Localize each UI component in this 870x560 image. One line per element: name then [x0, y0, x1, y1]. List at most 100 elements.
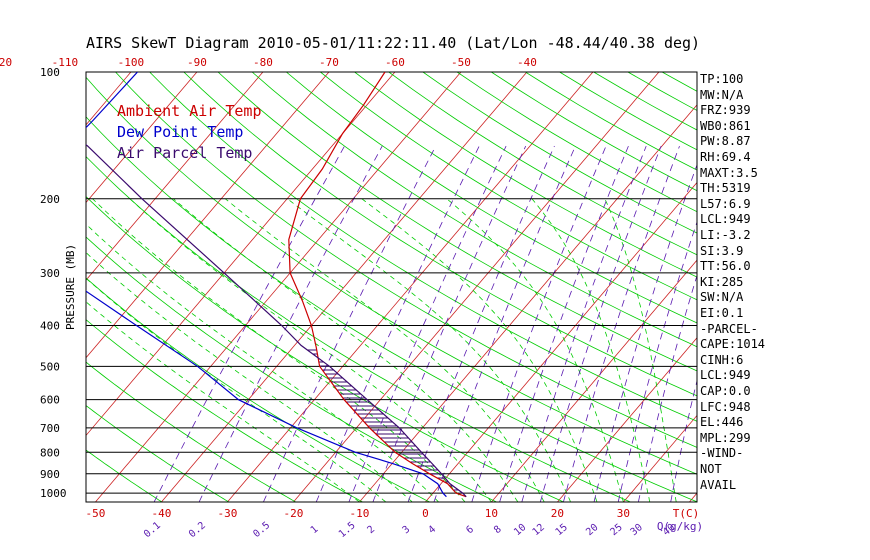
dry-adiabat-line [320, 72, 697, 301]
isotherm-line [557, 337, 697, 502]
dry-adiabat-line [388, 72, 697, 256]
legend: Ambient Air Temp Dew Point Temp Air Parc… [117, 101, 262, 164]
dry-adiabat-line [251, 72, 697, 348]
ambient-temp-line [288, 72, 467, 498]
stat-item: EL:446 [700, 415, 744, 430]
mixing-ratio-tick-label: 15 [554, 522, 570, 538]
isotherm-line [623, 414, 697, 502]
mixing-ratio-tick-label: 30 [629, 522, 645, 538]
mixing-ratio-tick-label: 25 [608, 522, 624, 538]
profile-lines [86, 72, 467, 498]
isotherm-line [227, 72, 594, 502]
pressure-tick-label: 400 [40, 320, 60, 333]
pressure-tick-label: 100 [40, 66, 60, 79]
stat-item: CAP:0.0 [700, 384, 751, 398]
top-temp-tick-label: -40 [517, 56, 537, 69]
pressure-tick-label: 800 [40, 446, 60, 459]
stat-item: EI:0.1 [700, 306, 744, 320]
moist-adiabat-line [86, 277, 387, 502]
stat-item: PW:8.87 [700, 134, 751, 149]
dry-adiabat-line [422, 72, 697, 234]
isotherm-line [86, 72, 396, 437]
bottom-temp-tick-label: -40 [151, 507, 171, 520]
mixing-ratio-line [563, 145, 680, 502]
stat-item: -WIND- [700, 446, 744, 461]
bottom-temp-tick-label: -10 [349, 507, 369, 520]
dry-adiabat-line [765, 72, 870, 504]
dry-adiabat-line [217, 72, 697, 372]
mixing-ratio-line [521, 145, 647, 502]
isotherm-line [86, 72, 198, 204]
isotherm-line [425, 181, 697, 502]
mixing-ratio-tick-label: 10 [512, 522, 528, 538]
isotherm-line [821, 72, 870, 502]
top-temp-tick-label: -80 [253, 56, 273, 69]
dry-adiabat-line [491, 72, 697, 192]
bottom-temp-tick-label: 0 [422, 507, 429, 520]
stat-item: AVAIL [700, 477, 737, 492]
moist-adiabat-line [446, 198, 624, 502]
stat-item: SI:3.9 [700, 243, 744, 258]
legend-dewpoint: Dew Point Temp [117, 123, 244, 141]
pressure-tick-label: 700 [40, 422, 60, 435]
moist-adiabat-line [86, 252, 413, 502]
axis-labels: 1002003004005006007008009001000-120-110-… [0, 56, 703, 540]
dry-adiabat-line [354, 72, 697, 278]
dry-adiabat-line [149, 72, 697, 422]
mixing-ratio-tick-label: 12 [531, 522, 547, 538]
dry-adiabat-line [115, 72, 697, 448]
pressure-tick-label: 200 [40, 193, 60, 206]
stat-item: LCL:949 [700, 212, 751, 227]
top-temp-tick-label: -90 [187, 56, 207, 69]
dry-adiabat-line [183, 72, 697, 397]
top-temp-tick-label: -120 [0, 56, 12, 69]
stat-item: LFC:948 [700, 399, 751, 414]
isotherm-line [86, 72, 330, 359]
chart-title: AIRS SkewT Diagram 2010-05-01/11:22:11.4… [86, 34, 701, 52]
isotherm-line [0, 72, 65, 502]
mixing-ratio-tick-label: 2 [365, 524, 377, 536]
mixing-ratio-line [471, 145, 607, 502]
stat-item: FRZ:939 [700, 103, 751, 118]
cape-hatch [303, 347, 463, 494]
top-temp-tick-label: -70 [319, 56, 339, 69]
stat-item: CINH:6 [700, 352, 744, 367]
mixing-ratio-line [499, 145, 629, 502]
stat-item: SW:N/A [700, 290, 744, 305]
isotherm-line [293, 72, 660, 502]
top-temp-tick-label: -60 [385, 56, 405, 69]
isotherm-line [86, 72, 264, 281]
isotherm-line [161, 72, 528, 502]
dry-adiabat-line [730, 72, 870, 504]
temp-unit-label: T(C) [673, 507, 700, 520]
mixing-ratio-tick-label: 3 [401, 524, 413, 536]
dry-adiabat-line [833, 72, 870, 504]
stat-item: NOT [700, 462, 722, 476]
isotherm-line [755, 72, 870, 502]
dry-adiabat-line [286, 72, 697, 324]
stat-item: MAXT:3.5 [700, 165, 758, 180]
mixing-ratio-tick-label: 4 [426, 524, 438, 536]
moist-adiabat-line [86, 301, 360, 502]
legend-ambient: Ambient Air Temp [117, 102, 262, 120]
stat-item: LI:-3.2 [700, 228, 751, 242]
stat-item: MPL:299 [700, 430, 751, 445]
stat-item: RH:69.4 [700, 150, 751, 164]
pressure-tick-label: 500 [40, 360, 60, 373]
bottom-temp-tick-label: 20 [551, 507, 564, 520]
stat-item: MW:N/A [700, 87, 744, 102]
stat-item: CAPE:1014 [700, 337, 766, 352]
mixing-ratio-tick-label: 1.5 [337, 520, 358, 540]
stat-item: TH:5319 [700, 181, 751, 196]
cape-shading [303, 347, 463, 494]
moist-adiabat-line [604, 198, 677, 502]
dry-adiabat-line [456, 72, 697, 213]
top-temp-tick-label: -110 [52, 56, 79, 69]
mixing-ratio-line [433, 145, 576, 502]
pressure-tick-label: 900 [40, 468, 60, 481]
moist-adiabat-line [86, 223, 439, 502]
bottom-temp-tick-label: 10 [485, 507, 498, 520]
stat-item: TT:56.0 [700, 259, 751, 274]
mixing-ratio-tick-label: 20 [584, 522, 600, 538]
